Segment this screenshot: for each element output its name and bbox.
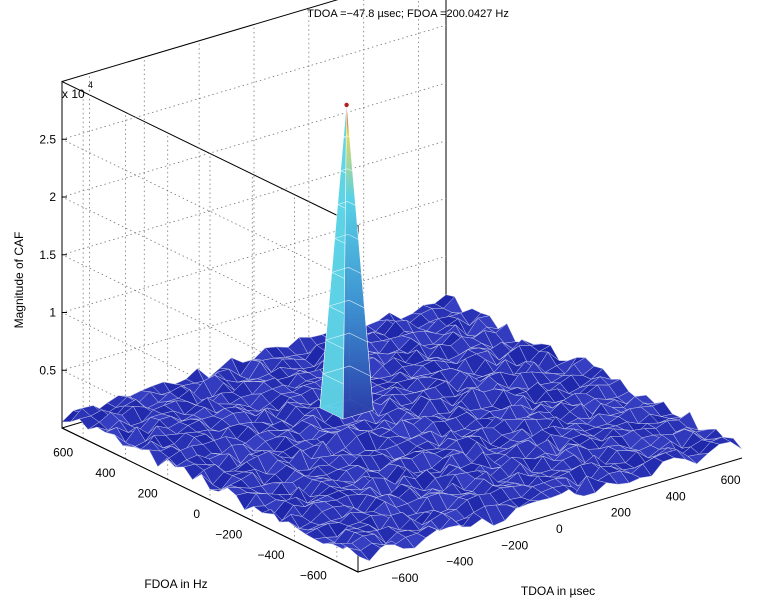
z-tick-label: 1.5 — [39, 248, 56, 262]
y-tick-label: 600 — [53, 445, 73, 459]
y-tick-label: −200 — [215, 528, 242, 542]
z-axis-label: Magnitude of CAF — [12, 232, 26, 329]
y-tick-label: −400 — [258, 548, 285, 562]
surface-patch — [721, 436, 743, 450]
y-tick-label: 400 — [95, 466, 115, 480]
z-tick-label: 0.5 — [39, 363, 56, 377]
peak-contour — [327, 299, 365, 314]
z-tick-label: 2.5 — [39, 132, 56, 146]
caf-peak — [319, 102, 374, 420]
peak-contour — [321, 365, 371, 385]
x-tick-label: −200 — [501, 538, 528, 552]
x-tick-label: 200 — [611, 506, 631, 520]
y-tick-label: 0 — [193, 507, 200, 521]
x-tick-label: 400 — [666, 489, 686, 503]
z-tick-label: 1 — [49, 306, 56, 320]
peak-contour — [333, 234, 359, 244]
peak-face — [342, 102, 374, 420]
peak-contour — [336, 201, 356, 209]
chart-title: TDOA =−47.8 µsec; FDOA =200.0427 Hz — [307, 8, 509, 20]
z-multiplier: x 10 — [62, 87, 85, 101]
x-tick-label: −400 — [446, 555, 473, 569]
peak-contour — [324, 332, 368, 350]
peak-contour — [330, 266, 362, 279]
y-tick-label: 200 — [138, 486, 158, 500]
z-exponent: 4 — [88, 80, 93, 90]
y-axis-line — [61, 427, 359, 573]
axes: 0.5 1 1.5 2 2.5 600 400 200 0 −200 −400 −600 −600 −40… — [39, 81, 743, 585]
x-axis-label: TDOA in µsec — [521, 584, 595, 598]
z-tick-label: 2 — [49, 190, 56, 204]
y-axis-label: FDOA in Hz — [144, 577, 207, 591]
x-tick-label: 600 — [721, 473, 741, 487]
peak-face — [319, 102, 347, 420]
x-axis-line — [357, 457, 743, 573]
caf-surface — [61, 294, 743, 562]
peak-contour — [342, 135, 350, 139]
x-tick-label: −600 — [391, 571, 418, 585]
y-tick-label: −600 — [300, 569, 327, 583]
peak-contour — [339, 168, 353, 174]
x-tick-label: 0 — [556, 522, 563, 536]
peak-tip — [344, 102, 349, 108]
